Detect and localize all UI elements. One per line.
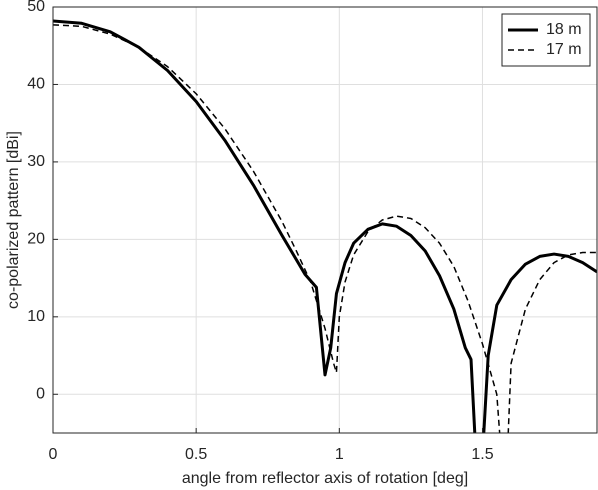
- x-tick-label: 0: [49, 446, 58, 463]
- y-tick-label: 30: [27, 153, 45, 170]
- legend-label: 17 m: [546, 41, 582, 58]
- line-series: [53, 19, 597, 433]
- line-series: [53, 24, 597, 433]
- x-tick-label: 0.5: [185, 446, 207, 463]
- legend-box: [501, 13, 591, 67]
- y-tick-label: 40: [27, 76, 45, 93]
- legend-label: 18 m: [546, 21, 582, 38]
- x-tick-label: 1.5: [471, 446, 493, 463]
- y-tick-label: 20: [27, 231, 45, 248]
- x-axis-label: angle from reflector axis of rotation [d…: [182, 470, 468, 487]
- y-tick-label: 50: [27, 0, 45, 15]
- y-axis-label: co-polarized pattern [dBi]: [5, 131, 22, 309]
- y-tick-label: 10: [27, 308, 45, 325]
- x-tick-label: 1: [335, 446, 344, 463]
- y-tick-label: 0: [36, 385, 45, 402]
- axes-box: [52, 6, 598, 434]
